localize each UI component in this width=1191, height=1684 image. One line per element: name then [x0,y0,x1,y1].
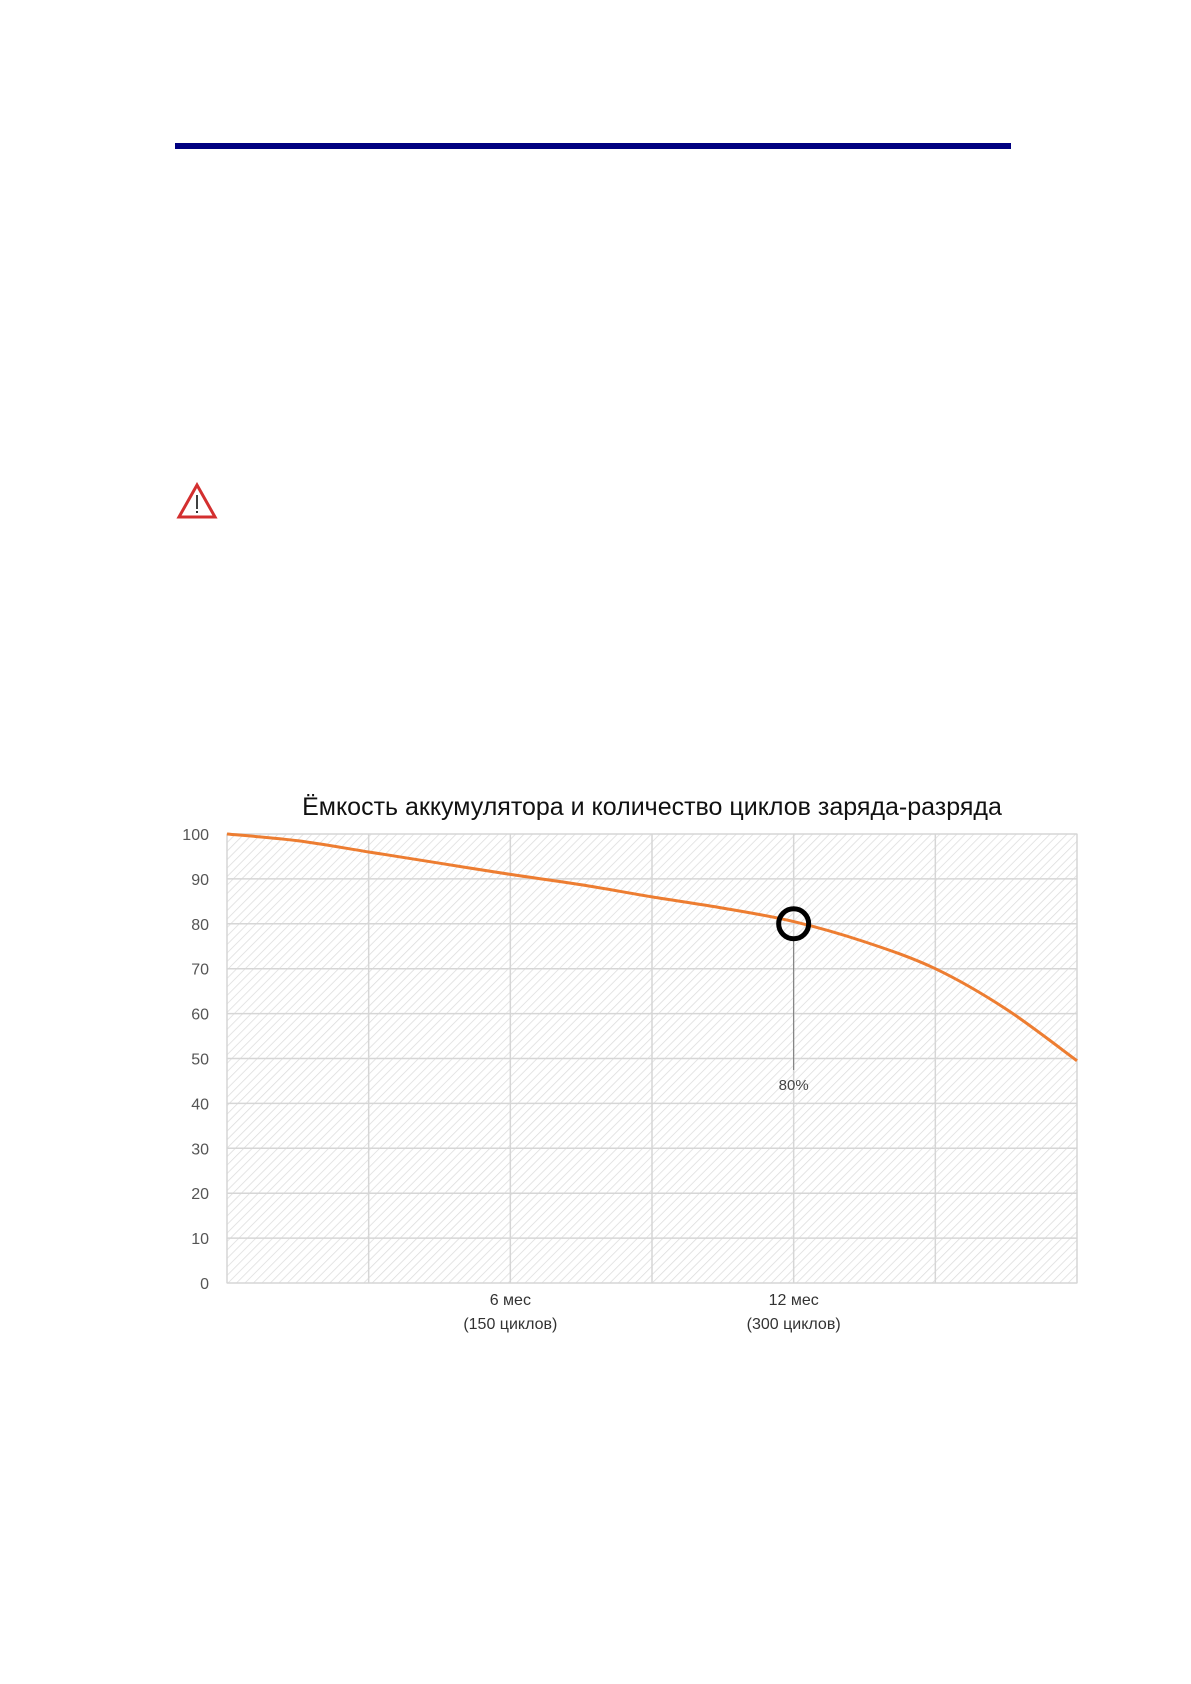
annotation-label: 80% [779,1077,809,1094]
warning-triangle-icon [176,482,218,519]
y-tick-label: 0 [200,1276,209,1293]
y-tick-label: 60 [191,1007,209,1024]
y-tick-label: 100 [182,827,209,844]
y-tick-label: 20 [191,1186,209,1203]
header-rule [175,143,1011,149]
y-tick-label: 80 [191,917,209,934]
x-tick-label: 12 мес [769,1292,819,1309]
y-tick-label: 40 [191,1096,209,1113]
y-tick-label: 70 [191,962,209,979]
y-tick-label: 30 [191,1141,209,1158]
x-tick-label: 6 мес [490,1292,531,1309]
x-tick-sublabel: (300 циклов) [747,1316,841,1333]
y-tick-label: 50 [191,1052,209,1069]
series-line [226,832,1078,1062]
chart-title: Ёмкость аккумулятора и количество циклов… [302,793,1002,821]
x-tick-sublabel: (150 циклов) [463,1316,557,1333]
y-tick-label: 90 [191,872,209,889]
y-tick-label: 10 [191,1231,209,1248]
annotation-marker [776,906,812,942]
